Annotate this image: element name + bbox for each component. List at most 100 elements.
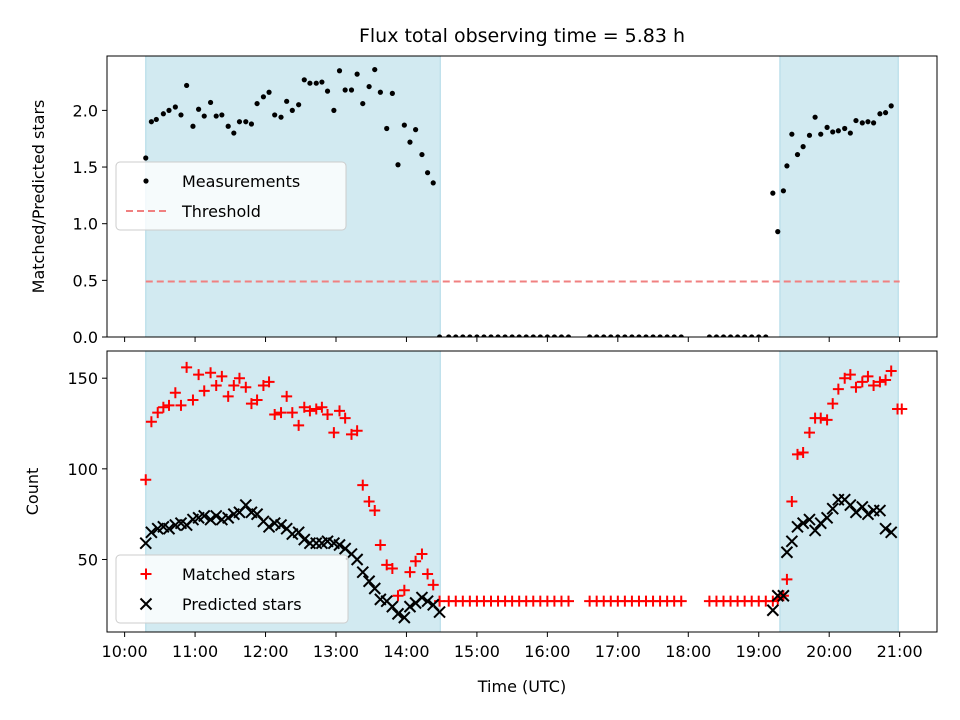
measurement-point xyxy=(671,334,677,337)
measurement-point xyxy=(870,120,877,126)
predicted-star-point xyxy=(362,575,376,588)
measurement-point xyxy=(195,106,202,112)
measurement-point xyxy=(225,123,231,129)
matched-star-point xyxy=(228,379,240,391)
y-tick-label: 150 xyxy=(67,369,98,388)
y-tick-label: 50 xyxy=(78,550,98,569)
matched-star-point xyxy=(263,376,275,388)
measurement-point xyxy=(301,77,307,83)
matched-star-point xyxy=(145,416,157,428)
predicted-star-point xyxy=(145,526,158,539)
measurement-point xyxy=(537,334,543,337)
matched-star-point xyxy=(815,412,827,424)
matched-star-point xyxy=(374,539,386,551)
matched-star-point xyxy=(328,427,340,439)
measurement-point xyxy=(219,112,225,118)
x-tick-label: 18:00 xyxy=(665,642,711,661)
measurement-point xyxy=(749,334,755,337)
legend-box xyxy=(115,161,347,231)
measurement-point xyxy=(727,334,734,337)
measurement-point xyxy=(812,114,818,120)
measurement-point xyxy=(430,180,436,186)
predicted-star-point xyxy=(766,604,780,617)
y-tick-label: 0.5 xyxy=(73,271,98,290)
measurement-point xyxy=(789,131,795,137)
measurement-point xyxy=(313,80,319,86)
predicted-star-point xyxy=(162,522,176,535)
measurement-point xyxy=(289,107,295,113)
matched-star-point xyxy=(281,390,293,402)
measurement-point xyxy=(657,334,663,337)
x-tick-label: 20:00 xyxy=(806,642,852,661)
matched-star-point xyxy=(316,401,328,413)
matched-star-point xyxy=(797,447,809,459)
measurement-point xyxy=(847,130,853,136)
measurement-point xyxy=(354,71,360,77)
measurement-point xyxy=(266,89,272,95)
predicted-star-point xyxy=(398,611,411,624)
measurement-point xyxy=(184,82,190,89)
measurement-point xyxy=(565,334,572,337)
measurement-point xyxy=(153,116,159,123)
measurement-point xyxy=(481,334,487,337)
predicted-star-point xyxy=(403,600,417,613)
y-tick-label: 100 xyxy=(67,460,98,479)
legend: Matched stars Predicted stars xyxy=(115,554,349,624)
predicted-star-point xyxy=(386,600,399,613)
matched-star-point xyxy=(351,425,363,437)
legend-label: Measurements xyxy=(182,172,300,191)
matched-star-point xyxy=(251,394,263,406)
matched-star-point xyxy=(322,408,334,420)
matched-star-point xyxy=(856,376,868,388)
measurement-point xyxy=(888,103,894,109)
predicted-star-point xyxy=(791,520,804,534)
matched-star-point xyxy=(839,372,851,384)
measurement-point xyxy=(395,162,401,168)
matched-star-point xyxy=(381,559,393,571)
predicted-star-point xyxy=(391,607,405,621)
legend-label: Matched stars xyxy=(182,565,295,584)
measurement-point xyxy=(713,334,720,337)
measurement-point xyxy=(424,170,431,176)
matched-star-point xyxy=(896,403,908,415)
measurement-point xyxy=(166,107,172,113)
predicted-star-point xyxy=(262,520,276,534)
measurement-point xyxy=(502,334,508,337)
measurement-point xyxy=(615,334,621,337)
measurement-point xyxy=(172,104,178,110)
chart-title: Flux total observing time = 5.83 h xyxy=(359,25,685,47)
matched-star-point xyxy=(874,376,886,388)
measurement-point xyxy=(594,334,600,337)
measurement-point xyxy=(384,125,390,132)
predicted-star-point xyxy=(780,546,794,559)
predicted-star-point xyxy=(879,522,892,535)
predicted-star-point xyxy=(415,591,429,604)
predicted-star-point xyxy=(433,605,446,619)
measurement-point xyxy=(474,334,480,337)
measurement-point xyxy=(460,334,466,337)
measurement-point xyxy=(360,100,366,107)
measurement-point xyxy=(509,334,515,337)
measurement-point xyxy=(742,334,748,337)
measurement-point xyxy=(587,334,593,337)
matched-star-point xyxy=(140,474,152,486)
measurement-point xyxy=(467,334,473,337)
predicted-star-point xyxy=(292,526,305,539)
measurement-point xyxy=(342,87,348,93)
predicted-star-point xyxy=(803,513,816,526)
matched-star-point xyxy=(410,555,422,567)
measurement-point xyxy=(650,334,656,337)
measurement-point xyxy=(806,132,813,138)
y-tick-label: 0.0 xyxy=(73,328,98,347)
legend: Measurements Threshold xyxy=(115,161,347,231)
measurement-point xyxy=(523,334,529,337)
matched-star-point xyxy=(832,383,844,395)
measurement-point xyxy=(231,130,237,136)
measurement-point xyxy=(160,111,166,117)
measurement-point xyxy=(401,122,407,128)
x-tick-label: 11:00 xyxy=(172,642,218,661)
measurement-point xyxy=(516,334,522,337)
measurement-point xyxy=(551,334,558,337)
y-axis-label: Count xyxy=(23,468,42,516)
matched-star-point xyxy=(310,403,322,415)
